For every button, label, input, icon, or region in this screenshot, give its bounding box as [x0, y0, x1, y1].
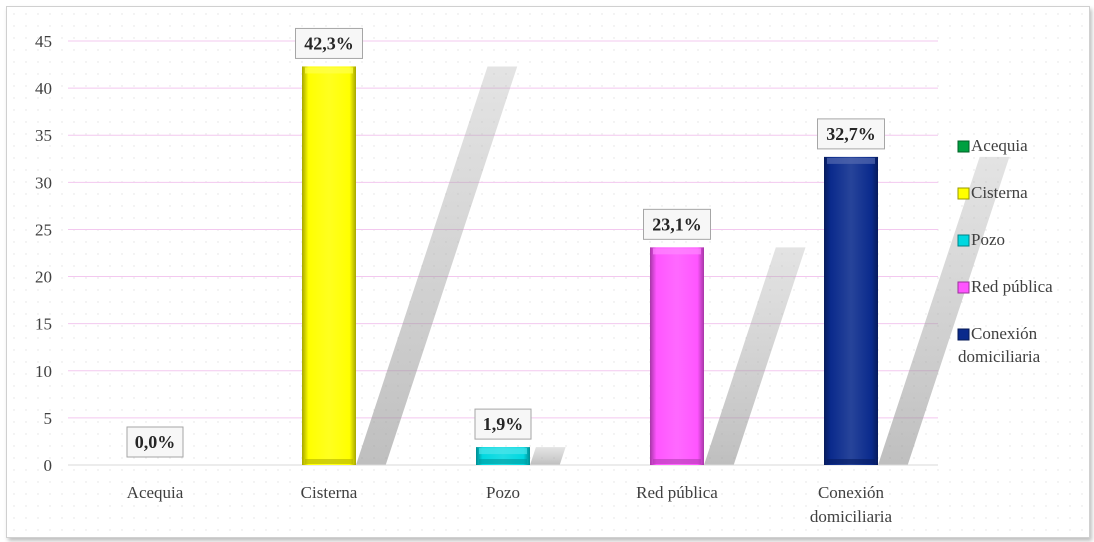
bar-shadow	[356, 66, 518, 465]
data-label-box	[643, 208, 711, 240]
y-tick-label: 0	[44, 456, 53, 475]
bar-highlight	[479, 448, 527, 455]
data-label: 1,9%	[483, 414, 524, 434]
x-tick-label: Acequia	[127, 483, 184, 502]
legend-swatch	[957, 234, 970, 247]
data-labels: 0,0% 42,3% 1,9% 23,1% 32,7%	[126, 27, 885, 458]
data-label: 32,7%	[826, 124, 876, 144]
data-label: 42,3%	[304, 33, 354, 53]
legend-label: domiciliaria	[958, 347, 1041, 366]
y-tick-label: 45	[35, 32, 52, 51]
legend-label: Conexión	[971, 324, 1038, 343]
bar-base-shade	[653, 459, 701, 464]
legend-swatch	[957, 187, 970, 200]
y-tick-label: 5	[44, 409, 53, 428]
bar-shadow	[530, 447, 566, 465]
legend-swatch	[957, 328, 970, 341]
legend-label: Acequia	[971, 136, 1028, 155]
bars	[302, 66, 878, 466]
y-tick-label: 20	[35, 268, 52, 287]
legend: Acequia Cisterna Pozo Red pública Conexión do…	[957, 136, 1053, 366]
legend-item: Red pública	[957, 277, 1053, 296]
y-tick-label: 40	[35, 79, 52, 98]
x-tick-label: Red pública	[636, 483, 718, 502]
bar-red-pública	[650, 247, 704, 465]
x-tick-label: domiciliaria	[810, 507, 893, 526]
y-tick-label: 10	[35, 362, 52, 381]
legend-item: Acequia	[957, 136, 1028, 155]
bar-cisterna	[302, 66, 356, 465]
x-tick-label: Pozo	[486, 483, 520, 502]
y-tick-label: 35	[35, 126, 52, 145]
data-label-box	[295, 27, 363, 59]
bar-base-shade	[479, 459, 527, 464]
bar-shadow	[704, 247, 806, 465]
x-tick-label: Conexión	[818, 483, 885, 502]
legend-swatch	[957, 281, 970, 294]
legend-item: Conexión domiciliaria	[957, 324, 1041, 366]
bar-shadows	[356, 66, 1010, 466]
x-axis: Acequia Cisterna Pozo Red pública Conexión do…	[68, 464, 938, 526]
bar-conexión-domiciliaria	[824, 156, 878, 466]
bar-highlight	[827, 157, 875, 164]
bar-highlight	[305, 67, 353, 74]
x-tick-label: Cisterna	[301, 483, 358, 502]
y-axis: 0 5 10 15 20 25 30 35 40 45	[35, 32, 52, 475]
data-label: 23,1%	[652, 214, 702, 234]
y-tick-label: 30	[35, 173, 52, 192]
legend-swatch	[957, 140, 970, 153]
legend-label: Cisterna	[971, 183, 1028, 202]
data-label-box	[126, 426, 184, 458]
bar-highlight	[653, 248, 701, 255]
data-label-box	[817, 118, 885, 150]
bar-shadow	[878, 156, 1010, 466]
bar-base-shade	[305, 459, 353, 464]
y-tick-label: 25	[35, 220, 52, 239]
legend-item: Cisterna	[957, 183, 1028, 202]
y-tick-label: 15	[35, 315, 52, 334]
data-label-box	[474, 408, 532, 440]
legend-label: Red pública	[971, 277, 1053, 296]
legend-label: Pozo	[971, 230, 1005, 249]
data-label: 0,0%	[135, 432, 176, 452]
bar-base-shade	[827, 459, 875, 464]
legend-item: Pozo	[957, 230, 1005, 249]
